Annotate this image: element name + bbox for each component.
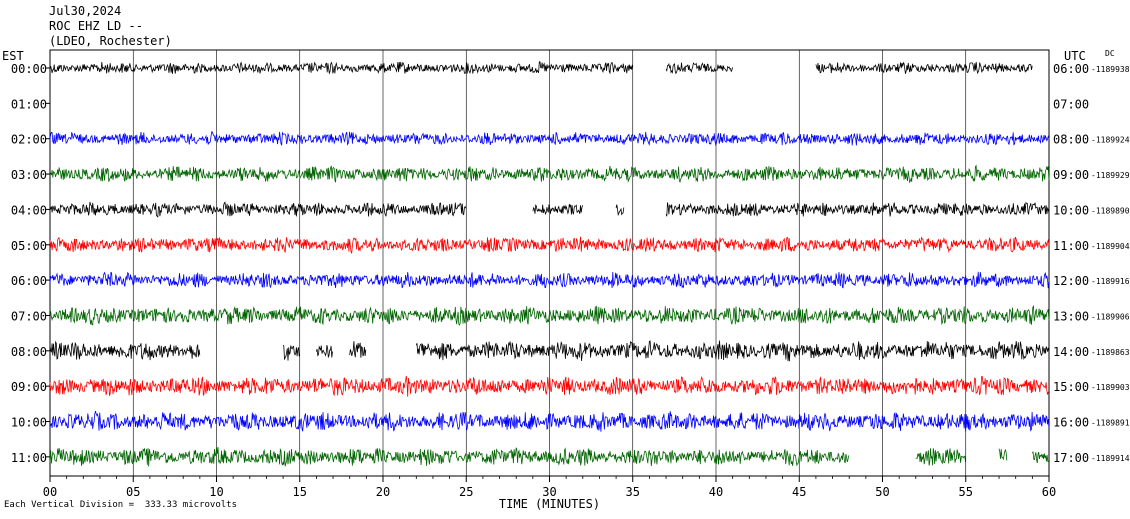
x-tick-label-45: 45 [792, 485, 806, 499]
trace-10:00-segment-0 [49, 410, 1050, 432]
dc-offset-value: -1189916 [1091, 277, 1130, 286]
utc-hour-label: 13:00 [1053, 309, 1089, 323]
x-tick-label-05: 05 [126, 485, 140, 499]
dc-offset-value: -1189938 [1091, 65, 1130, 74]
dc-offset-value: -1189891 [1091, 419, 1130, 428]
trace-07:00-segment-0 [49, 304, 1050, 326]
trace-11:00-segment-0 [49, 447, 850, 467]
vertical-division-note: Each Vertical Division = 333.33 microvol… [4, 500, 237, 510]
utc-hour-label: 17:00 [1053, 451, 1089, 465]
utc-hour-label: 08:00 [1053, 133, 1089, 147]
x-tick-label-00: 00 [43, 485, 57, 499]
traces [49, 61, 1050, 467]
trace-06:00-segment-0 [49, 271, 1050, 289]
est-hour-label: 05:00 [11, 239, 47, 253]
dc-offset-value: -1189914 [1091, 454, 1130, 463]
x-tick-label-30: 30 [542, 485, 556, 499]
utc-hour-label: 16:00 [1053, 416, 1089, 430]
trace-05:00-segment-0 [49, 236, 1050, 255]
header-channel: ROC EHZ LD -- [49, 19, 143, 33]
est-hour-label: 08:00 [11, 345, 47, 359]
dc-offset-value: -1189929 [1091, 171, 1130, 180]
trace-04:00-segment-2 [615, 204, 625, 217]
trace-00:00-segment-2 [815, 61, 1033, 75]
utc-hour-label: 14:00 [1053, 345, 1089, 359]
dc-marker: DC [1105, 49, 1115, 58]
x-tick-label-25: 25 [459, 485, 473, 499]
utc-hour-label: 10:00 [1053, 203, 1089, 217]
x-tick-label-15: 15 [293, 485, 307, 499]
utc-hour-label: 07:00 [1053, 97, 1089, 111]
est-hour-label: 01:00 [11, 97, 47, 111]
trace-11:00-segment-2 [998, 448, 1008, 461]
x-axis-label: TIME (MINUTES) [499, 497, 600, 511]
x-tick-label-55: 55 [959, 485, 973, 499]
utc-hour-label: 12:00 [1053, 274, 1089, 288]
trace-03:00-segment-0 [49, 164, 1050, 184]
est-hour-label: 06:00 [11, 274, 47, 288]
utc-hour-label: 15:00 [1053, 380, 1089, 394]
dc-offset-value: -1189904 [1091, 242, 1130, 251]
labels: 00 05 10 15 20 25 30 35 40 45 50 55 60 TIME (MINUTES)… [11, 62, 1130, 511]
trace-08:00-segment-2 [316, 345, 333, 359]
dc-offset-value: -1189906 [1091, 312, 1130, 321]
est-hour-label: 11:00 [11, 451, 47, 465]
est-hour-label: 09:00 [11, 380, 47, 394]
dc-offset-value: -1189924 [1091, 136, 1130, 145]
utc-hour-label: 06:00 [1053, 62, 1089, 76]
x-tick-label-60: 60 [1042, 485, 1056, 499]
est-hour-label: 03:00 [11, 168, 47, 182]
x-tick-label-40: 40 [709, 485, 723, 499]
grid [46, 49, 1050, 482]
x-tick-label-50: 50 [875, 485, 889, 499]
est-hour-label: 07:00 [11, 309, 47, 323]
trace-04:00-segment-1 [532, 203, 583, 216]
trace-11:00-segment-3 [1031, 450, 1049, 464]
est-hour-label: 10:00 [11, 416, 47, 430]
est-hour-label: 00:00 [11, 62, 47, 76]
x-tick-label-35: 35 [626, 485, 640, 499]
utc-zone-label: UTC [1064, 49, 1086, 63]
trace-04:00-segment-3 [665, 201, 1050, 217]
dc-offset-value: -1189890 [1091, 206, 1130, 215]
dc-offset-value: -1189863 [1091, 348, 1130, 357]
trace-02:00-segment-0 [49, 131, 1050, 147]
x-tick-label-20: 20 [376, 485, 390, 499]
trace-09:00-segment-0 [49, 375, 1049, 397]
x-tick-label-10: 10 [209, 485, 223, 499]
est-hour-label: 02:00 [11, 133, 47, 147]
trace-00:00-segment-0 [49, 61, 633, 75]
trace-08:00-segment-0 [49, 340, 201, 361]
trace-08:00-segment-3 [349, 341, 367, 358]
utc-hour-label: 09:00 [1053, 168, 1089, 182]
est-hour-label: 04:00 [11, 203, 47, 217]
trace-04:00-segment-0 [49, 201, 467, 218]
dc-offset-value: -1189903 [1091, 383, 1130, 392]
utc-hour-label: 11:00 [1053, 239, 1089, 253]
trace-00:00-segment-1 [665, 62, 733, 75]
header-network: (LDEO, Rochester) [49, 34, 172, 48]
header-date: Jul30,2024 [49, 4, 122, 18]
trace-08:00-segment-1 [282, 344, 300, 361]
est-zone-label: EST [2, 49, 24, 63]
trace-11:00-segment-1 [915, 448, 966, 466]
trace-08:00-segment-4 [415, 340, 1049, 362]
